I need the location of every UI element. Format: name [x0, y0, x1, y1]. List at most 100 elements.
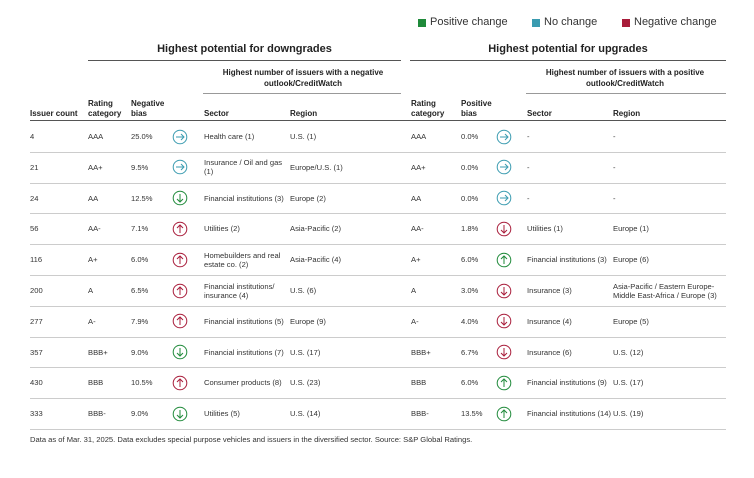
column-header: Rating category	[411, 99, 445, 118]
table-cell: BBB-	[88, 409, 106, 419]
table-cell: Utilities (1)	[527, 224, 563, 234]
table-cell: Financial institutions (14)	[527, 409, 611, 419]
table-cell: A	[411, 286, 417, 295]
table-cell: U.S. (1)	[290, 132, 317, 141]
table-cell: BBB+	[411, 347, 431, 357]
change-icon	[172, 344, 188, 360]
change-icon	[496, 129, 512, 144]
column-header: Positive bias	[461, 99, 492, 118]
table-cell: Homebuilders and real estate co. (2)	[204, 250, 281, 269]
table-cell: 10.5%	[131, 378, 153, 388]
column-header: Negative bias	[131, 99, 165, 118]
table-cell: 430	[30, 378, 43, 388]
table-cell: -	[613, 162, 616, 172]
table-cell: Asia-Pacific (2)	[290, 224, 342, 234]
table-cell: 0.0%	[461, 162, 479, 172]
table-cell: AA-	[411, 224, 424, 234]
table-cell: BBB	[88, 378, 104, 388]
legend-swatch	[622, 19, 630, 27]
change-icon	[172, 221, 188, 237]
group-subtitle: Highest number of issuers with a positiv…	[545, 68, 705, 88]
table-cell: A-	[411, 316, 419, 326]
change-icon	[172, 283, 188, 298]
table-cell: 333	[30, 409, 43, 419]
table-cell: U.S. (23)	[290, 378, 321, 388]
change-icon	[172, 406, 188, 421]
change-icon	[496, 406, 512, 421]
table-cell: BBB+	[88, 347, 108, 357]
table-cell: Utilities (2)	[204, 224, 240, 234]
rule	[526, 93, 726, 94]
rule	[410, 60, 726, 61]
table-cell: A+	[88, 255, 98, 265]
table-cell: A	[88, 286, 94, 295]
table-cell: Financial institutions (3)	[527, 255, 607, 265]
row-rule	[30, 429, 726, 430]
change-icon	[172, 252, 188, 267]
table-cell: Financial institutions (7)	[204, 347, 284, 357]
table-cell: 24	[30, 193, 39, 203]
table-cell: AA	[88, 193, 99, 203]
table-cell: 0.0%	[461, 193, 479, 203]
column-header: Region	[613, 109, 641, 118]
group-title: Highest potential for downgrades	[157, 43, 332, 55]
row-rule	[30, 305, 726, 307]
row-rule	[30, 367, 726, 369]
table-cell: Insurance (4)	[527, 316, 572, 326]
row-rule	[30, 182, 726, 184]
row-rule	[30, 398, 726, 400]
table-cell: 25.0%	[131, 132, 153, 141]
table-cell: Europe (1)	[613, 224, 649, 234]
change-icon	[496, 375, 512, 391]
table-cell: U.S. (12)	[613, 347, 644, 357]
table-cell: BBB	[411, 378, 427, 388]
table-cell: Financial institutions (3)	[204, 193, 284, 203]
row-rule	[30, 151, 726, 153]
header-rule	[30, 120, 726, 121]
change-icon	[172, 313, 188, 329]
table-cell: 4.0%	[461, 316, 479, 326]
table-cell: AAA	[411, 132, 427, 141]
table-cell: Asia-Pacific (4)	[290, 255, 342, 265]
column-header: Rating category	[88, 99, 122, 118]
table-cell: 9.0%	[131, 409, 149, 419]
table-cell: -	[527, 193, 530, 203]
table-cell: Financial institutions (9)	[527, 378, 607, 388]
table-cell: 9.0%	[131, 347, 149, 357]
table-cell: AA	[411, 193, 422, 203]
table-cell: 6.5%	[131, 286, 149, 295]
legend-label: Positive change	[430, 16, 508, 28]
table-cell: 21	[30, 162, 39, 172]
table-cell: 3.0%	[461, 286, 479, 295]
legend-swatch	[418, 19, 426, 27]
change-icon	[172, 190, 188, 206]
table-cell: AA+	[411, 162, 426, 172]
table-cell: -	[527, 132, 530, 141]
rule	[203, 93, 401, 94]
row-rule	[30, 244, 726, 246]
change-icon	[496, 283, 512, 298]
table-cell: A+	[411, 255, 421, 265]
change-icon	[496, 190, 512, 206]
table-cell: 6.0%	[131, 255, 149, 265]
change-icon	[496, 252, 512, 267]
table-cell: -	[613, 193, 616, 203]
legend-label: No change	[544, 16, 598, 28]
table-cell: U.S. (19)	[613, 409, 644, 419]
table-cell: 4	[30, 132, 35, 141]
table-cell: 56	[30, 224, 39, 234]
table-cell: 9.5%	[131, 162, 149, 172]
footnote: Data as of Mar. 31, 2025. Data excludes …	[30, 435, 473, 444]
table-cell: A-	[88, 316, 96, 326]
table-cell: BBB-	[411, 409, 429, 419]
table-cell: U.S. (17)	[613, 378, 644, 388]
table-cell: 6.0%	[461, 378, 479, 388]
table-cell: Health care (1)	[204, 132, 255, 141]
change-icon	[496, 313, 512, 329]
table-cell: Insurance / Oil and gas (1)	[204, 158, 283, 177]
table-cell: 7.1%	[131, 224, 149, 234]
table-cell: 7.9%	[131, 316, 149, 326]
change-icon	[172, 375, 188, 391]
table-cell: Asia-Pacific / Eastern Europe-Middle Eas…	[613, 281, 717, 300]
table-cell: U.S. (17)	[290, 347, 321, 357]
